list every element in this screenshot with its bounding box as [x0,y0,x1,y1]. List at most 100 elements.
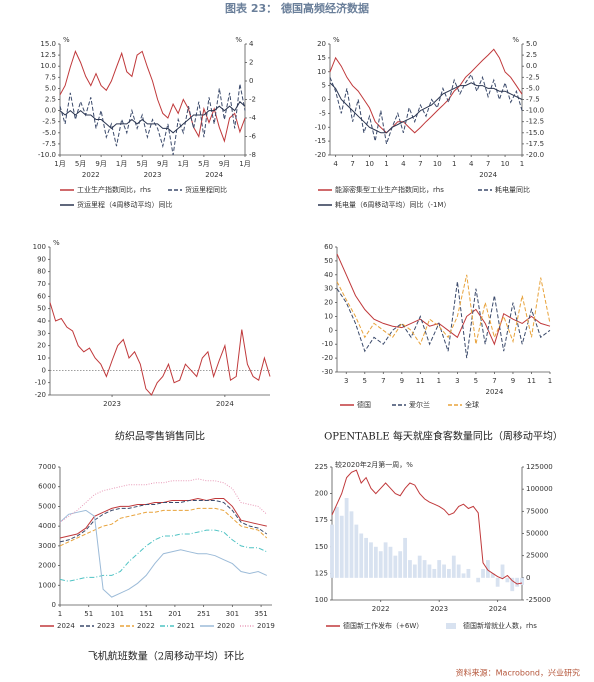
x-tick-label: 10 [501,160,510,168]
x-tick-label: 301 [226,610,239,618]
legend-label: 2024 [57,622,75,630]
x-tick-label: 2023 [430,605,448,613]
y-tick-label: 60 [37,292,46,300]
y-tick-label: -20 [315,151,326,159]
legend-label: 爱尔兰 [409,400,430,409]
y-tick-label: -7.5 [42,140,56,148]
y-tick-label: 200 [315,490,328,498]
y-tick-label: 225 [315,463,328,471]
bar [490,573,495,578]
y-tick-label: 5 [322,82,326,90]
x-tick-label: 9 [511,377,515,385]
legend-label: 全球 [465,400,479,409]
bar [378,551,383,578]
y-unit: % [53,239,60,247]
y2-tick-label: -8 [249,151,256,159]
legend-label: 2021 [177,622,195,630]
bar [388,546,393,578]
y-tick-label: -2.5 [42,118,56,126]
y2-tick-label: -17.5 [526,140,544,148]
bar [485,560,490,578]
y-tick-label: -10.0 [38,151,56,159]
legend-label: 德国新工作发布（+6W） [343,621,423,630]
x-year-label: 2024 [486,388,504,396]
x-tick-label: 9月 [219,160,230,168]
bar [334,506,339,578]
bar [466,568,471,578]
legend-label: 2019 [257,622,275,630]
series-line [336,274,551,346]
chart-title: OPENTABLE 每天就座食客数量同比（周移动平均） [324,430,563,443]
bar [495,577,500,587]
y-tick-label: 7000 [38,463,56,471]
bar [369,542,373,578]
y-tick-label: -30 [322,368,333,376]
bar [442,564,446,578]
x-tick-label: 7 [381,377,385,385]
series-line [59,507,268,547]
x-tick-label: 7 [492,377,496,385]
x-tick-label: 51 [84,610,93,618]
bar [373,546,378,578]
y-tick-label: 0 [42,366,46,374]
series-line [329,48,523,134]
x-tick-label: 4 [333,160,338,168]
x-tick-label: 1 [437,377,441,385]
series-line [336,281,551,359]
y-tick-label: 30 [324,285,333,293]
chart-title: 纺织品零售销售同比 [115,430,205,443]
legend-label: 货运里程（4周移动平均）同比 [77,200,172,209]
y-tick-label: 50 [37,305,46,313]
y2-tick-label: 125000 [526,463,553,471]
x-tick-label: 251 [197,610,210,618]
bar [364,537,369,578]
x-tick-label: 10 [433,160,442,168]
x-tick-label: 1 [548,377,552,385]
series-line [59,83,246,156]
x-tick-label: 10 [365,160,374,168]
legend-label: 2023 [97,622,115,630]
series-line [331,469,523,585]
x-tick-label: 5 [363,377,367,385]
legend-label: 耗电量（6周移动平均）同比（-1M） [335,200,450,209]
bar [330,524,334,578]
series-line [59,529,268,582]
bar [403,537,407,578]
legend-label: 2020 [217,622,235,630]
y-tick-label: 0.0 [45,107,56,115]
y2-tick-label: 4 [249,40,254,48]
bar [447,568,451,578]
y-tick-label: -10 [35,379,46,387]
x-tick-label: 4 [401,160,406,168]
y2-tick-label: -12.5 [526,118,544,126]
x-tick-label: 101 [111,610,124,618]
legend-label: 德国新增就业人数，rhs [463,621,537,630]
x-year-label: 2022 [82,171,100,179]
x-tick-label: 9月 [157,160,168,168]
y-tick-label: 1000 [38,581,56,589]
y-tick-label: 7.5 [45,73,56,81]
y-tick-label: 10 [317,68,326,76]
y2-tick-label: -4 [249,114,257,122]
series-line [59,509,268,598]
y-tick-label: -5.0 [42,129,56,137]
series-line [329,73,523,145]
y-unit: % [63,36,70,44]
bar [476,577,481,583]
x-tick-label: 151 [139,610,152,618]
x-tick-label: 1 [520,160,524,168]
bar [344,498,349,578]
series-line [49,302,271,396]
y2-tick-label: -25000 [526,596,551,604]
legend-label: 货运里程同比 [185,185,227,194]
bar [510,577,515,592]
x-tick-label: 5月 [198,160,209,168]
y2-tick-label: -6 [249,133,257,141]
y-tick-label: 2000 [38,562,56,570]
bar [339,515,344,578]
x-tick-label: 2022 [372,605,390,613]
y2-tick-label: 0 [526,574,530,582]
bar [383,542,388,578]
y2-tick-label: 75000 [526,507,548,515]
